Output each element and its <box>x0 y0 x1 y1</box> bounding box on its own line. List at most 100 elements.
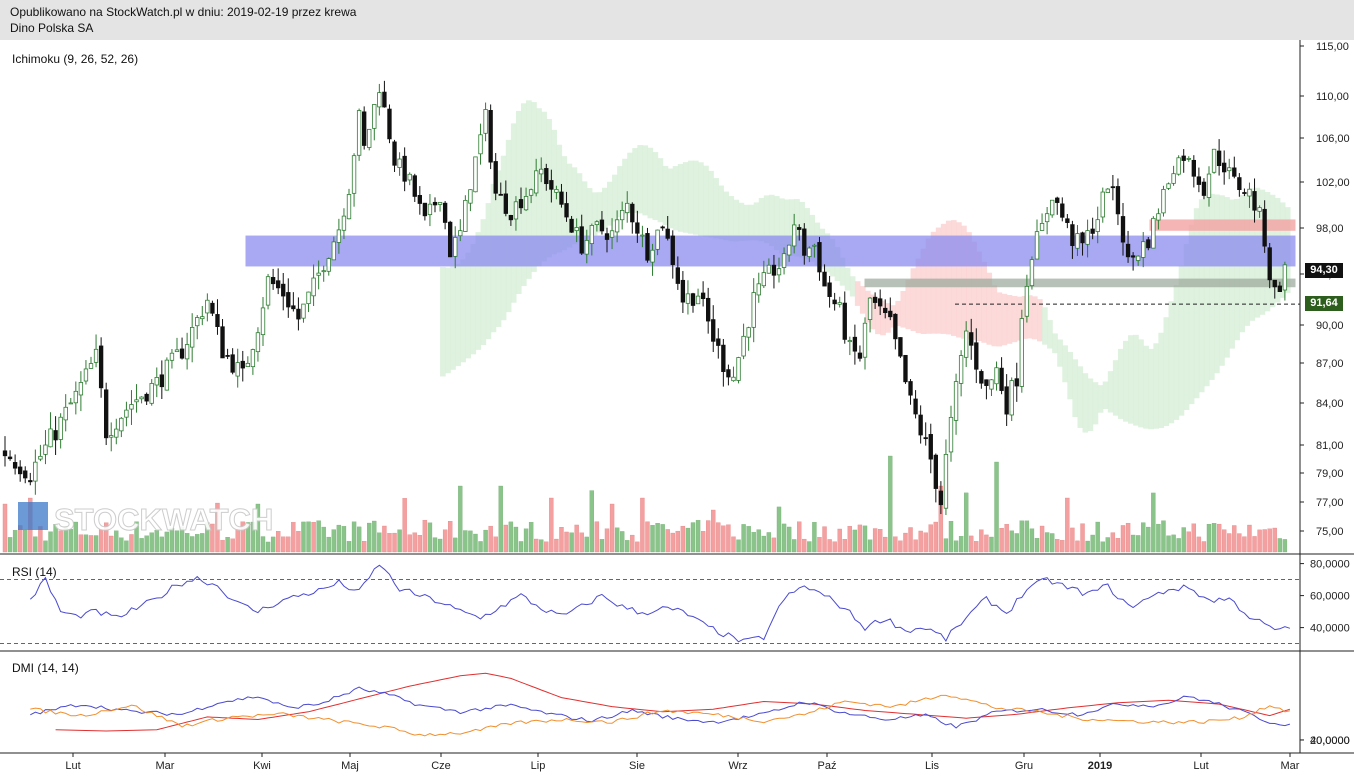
candle-body <box>559 191 564 205</box>
cloud-segment <box>1026 295 1033 339</box>
volume-bar <box>1050 533 1055 553</box>
volume-bar <box>351 521 357 553</box>
candle-body <box>1060 203 1065 218</box>
volume-bar <box>867 539 873 553</box>
candle-body <box>1201 181 1207 196</box>
candle-body <box>1257 207 1262 212</box>
volume-bar <box>675 530 680 553</box>
volume-bar <box>1075 540 1080 553</box>
candle-body <box>437 202 443 205</box>
volume-bar <box>837 528 842 553</box>
candle-body <box>609 230 615 238</box>
candle-body <box>948 416 954 453</box>
volume-bar <box>1201 541 1207 553</box>
candle-body <box>372 104 377 129</box>
candle-body <box>1247 188 1252 197</box>
volume-bar <box>362 541 367 553</box>
marked-low-tag: 91,64 <box>1305 296 1343 312</box>
candle-body <box>109 435 114 438</box>
volume-bar <box>1272 527 1277 553</box>
volume-bar <box>635 541 640 553</box>
candle-body <box>124 409 129 418</box>
volume-bar <box>802 538 807 553</box>
cloud-segment <box>844 267 851 291</box>
volume-bar <box>281 536 286 553</box>
candle-body <box>73 390 78 404</box>
candle-body <box>83 368 89 382</box>
rsi-line <box>29 564 1291 643</box>
candle-body <box>974 342 979 370</box>
cloud-segment <box>682 162 689 233</box>
chart-header: Opublikowano na StockWatch.pl w dniu: 20… <box>0 0 1354 40</box>
candle-body <box>210 302 215 314</box>
dmi-line-diminus <box>30 694 1291 737</box>
volume-bar <box>63 526 68 553</box>
volume-bar <box>948 520 954 553</box>
volume-bar <box>53 524 58 553</box>
cloud-segment <box>1138 339 1144 428</box>
cloud-segment <box>526 100 532 279</box>
watermark-text: STOCKWATCH <box>54 502 273 537</box>
candle-body <box>488 110 493 163</box>
candle-body <box>842 302 847 340</box>
candle-body <box>872 296 878 303</box>
ichimoku-cloud <box>440 100 1291 433</box>
candle-body <box>862 322 868 358</box>
watermark-logo-icon <box>18 502 48 530</box>
cloud-segment <box>971 241 977 340</box>
volume-bar <box>1055 539 1060 553</box>
cloud-segment <box>1001 293 1008 346</box>
candle-body <box>63 406 68 421</box>
candle-body <box>341 215 347 231</box>
candle-body <box>903 354 908 383</box>
cloud-segment <box>976 251 982 342</box>
volume-bar <box>43 540 48 553</box>
candle-body <box>792 224 797 247</box>
volume-bar <box>539 539 544 553</box>
candle-body <box>134 399 139 403</box>
volume-bar <box>493 536 498 553</box>
volume-bar <box>88 535 94 553</box>
candle-body <box>412 175 417 197</box>
cloud-segment <box>1112 360 1119 416</box>
cloud-segment <box>455 263 461 367</box>
candle-body <box>104 389 109 439</box>
cloud-segment <box>1077 366 1084 428</box>
cloud-segment <box>718 185 724 240</box>
candle-body <box>225 355 230 357</box>
candle-body <box>534 170 539 194</box>
volume-bar <box>1227 533 1232 553</box>
x-tick-label: 2019 <box>1088 760 1112 772</box>
volume-bar <box>1060 540 1065 553</box>
volume-bar <box>655 523 660 553</box>
volume-bar <box>387 533 392 553</box>
volume-bar <box>1156 523 1161 553</box>
cloud-segment <box>804 208 810 260</box>
cloud-segment <box>576 173 583 242</box>
candle-body <box>93 348 99 363</box>
volume-bar <box>1191 523 1196 553</box>
cloud-segment <box>556 144 563 253</box>
cloud-segment <box>1031 296 1038 340</box>
candle-body <box>270 277 276 285</box>
cloud-segment <box>1011 295 1018 343</box>
volume-bar <box>179 526 185 553</box>
cloud-segment <box>738 202 745 241</box>
volume-bar <box>2 503 8 553</box>
volume-bar <box>417 534 422 553</box>
cloud-segment <box>1193 208 1200 399</box>
cloud-segment <box>445 267 451 374</box>
candle-body <box>1146 239 1151 249</box>
candle-body <box>1171 173 1176 184</box>
cloud-segment <box>485 203 492 340</box>
cloud-segment <box>1128 335 1134 424</box>
volume-bar <box>397 529 402 553</box>
volume-bar <box>93 535 99 553</box>
candle-body <box>382 91 387 108</box>
candle-body <box>169 352 175 361</box>
volume-bar <box>1120 525 1126 553</box>
cloud-segment <box>849 276 856 297</box>
volume-bar <box>756 529 761 553</box>
volume-bar <box>478 541 483 553</box>
volume-bar <box>1277 538 1282 553</box>
